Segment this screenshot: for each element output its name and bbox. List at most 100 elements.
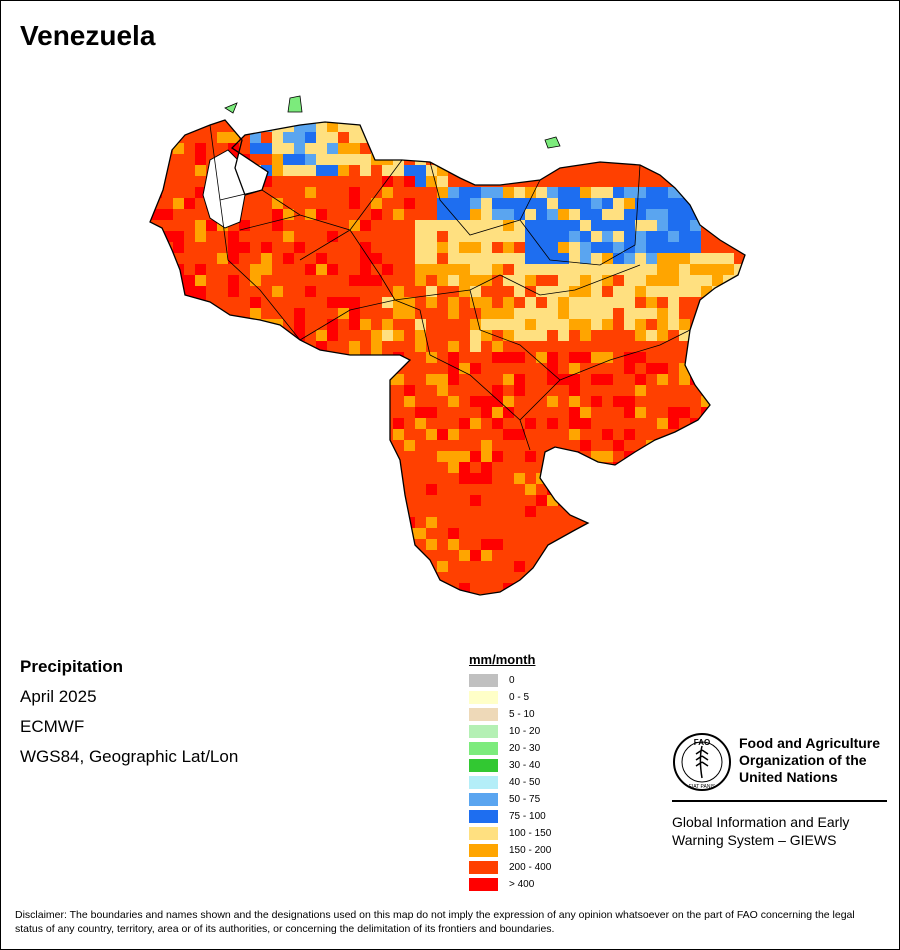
precipitation-cell	[459, 528, 470, 539]
precipitation-cell	[514, 473, 525, 484]
precipitation-cell	[393, 352, 404, 363]
precipitation-cell	[415, 550, 426, 561]
precipitation-cell	[316, 550, 327, 561]
precipitation-cell	[635, 473, 646, 484]
precipitation-cell	[426, 286, 437, 297]
precipitation-cell	[404, 495, 415, 506]
precipitation-cell	[184, 297, 195, 308]
precipitation-cell	[690, 352, 701, 363]
precipitation-cell	[404, 462, 415, 473]
precipitation-cell	[382, 242, 393, 253]
precipitation-cell	[547, 120, 558, 121]
precipitation-cell	[481, 341, 492, 352]
precipitation-cell	[151, 253, 162, 264]
precipitation-cell	[206, 495, 217, 506]
precipitation-cell	[195, 473, 206, 484]
precipitation-cell	[723, 165, 734, 176]
precipitation-cell	[613, 484, 624, 495]
precipitation-cell	[690, 121, 701, 132]
precipitation-cell	[283, 264, 294, 275]
precipitation-cell	[382, 462, 393, 473]
precipitation-cell	[426, 253, 437, 264]
precipitation-cell	[305, 517, 316, 528]
precipitation-cell	[217, 275, 228, 286]
precipitation-cell	[646, 550, 657, 561]
precipitation-cell	[272, 484, 283, 495]
precipitation-cell	[393, 165, 404, 176]
precipitation-cell	[591, 473, 602, 484]
precipitation-cell	[624, 209, 635, 220]
precipitation-cell	[712, 495, 723, 506]
precipitation-cell	[371, 385, 382, 396]
precipitation-cell	[426, 572, 437, 583]
precipitation-cell	[624, 473, 635, 484]
precipitation-cell	[481, 198, 492, 209]
precipitation-cell	[393, 231, 404, 242]
precipitation-cell	[492, 396, 503, 407]
precipitation-cell	[150, 495, 151, 506]
precipitation-cell	[382, 143, 393, 154]
precipitation-cell	[492, 341, 503, 352]
precipitation-cell	[283, 198, 294, 209]
precipitation-cell	[481, 286, 492, 297]
precipitation-cell	[503, 352, 514, 363]
precipitation-cell	[184, 561, 195, 572]
precipitation-cell	[646, 242, 657, 253]
precipitation-cell	[261, 209, 272, 220]
legend-label: > 400	[509, 879, 535, 890]
precipitation-cell	[745, 110, 756, 121]
precipitation-cell	[580, 198, 591, 209]
precipitation-cell	[624, 143, 635, 154]
precipitation-cell	[569, 484, 580, 495]
precipitation-cell	[701, 594, 712, 595]
precipitation-cell	[426, 231, 437, 242]
precipitation-cell	[547, 396, 558, 407]
precipitation-cell	[426, 308, 437, 319]
precipitation-cell	[206, 517, 217, 528]
precipitation-cell	[162, 429, 173, 440]
precipitation-cell	[316, 264, 327, 275]
precipitation-cell	[150, 341, 151, 352]
precipitation-cell	[371, 407, 382, 418]
precipitation-cell	[470, 220, 481, 231]
precipitation-cell	[624, 341, 635, 352]
precipitation-cell	[360, 187, 371, 198]
precipitation-cell	[712, 385, 723, 396]
precipitation-cell	[261, 583, 272, 594]
precipitation-cell	[360, 418, 371, 429]
precipitation-cell	[250, 572, 261, 583]
precipitation-cell	[217, 561, 228, 572]
precipitation-cell	[734, 121, 745, 132]
precipitation-cell	[503, 418, 514, 429]
precipitation-cell	[602, 319, 613, 330]
precipitation-cell	[569, 550, 580, 561]
precipitation-cell	[514, 528, 525, 539]
precipitation-cell	[657, 594, 668, 595]
precipitation-cell	[503, 297, 514, 308]
precipitation-cell	[349, 352, 360, 363]
precipitation-cell	[591, 308, 602, 319]
precipitation-cell	[382, 297, 393, 308]
precipitation-cell	[327, 120, 338, 121]
precipitation-cell	[723, 451, 734, 462]
precipitation-cell	[437, 352, 448, 363]
precipitation-cell	[415, 352, 426, 363]
precipitation-cell	[305, 132, 316, 143]
precipitation-cell	[426, 341, 437, 352]
precipitation-cell	[294, 528, 305, 539]
precipitation-cell	[470, 418, 481, 429]
precipitation-cell	[150, 143, 151, 154]
precipitation-cell	[602, 495, 613, 506]
precipitation-cell	[239, 297, 250, 308]
precipitation-cell	[228, 429, 239, 440]
precipitation-cell	[602, 330, 613, 341]
precipitation-cell	[327, 275, 338, 286]
precipitation-cell	[382, 407, 393, 418]
precipitation-cell	[294, 374, 305, 385]
precipitation-cell	[195, 407, 206, 418]
precipitation-cell	[613, 143, 624, 154]
precipitation-cell	[459, 242, 470, 253]
precipitation-cell	[283, 583, 294, 594]
precipitation-cell	[150, 594, 151, 595]
precipitation-cell	[217, 451, 228, 462]
